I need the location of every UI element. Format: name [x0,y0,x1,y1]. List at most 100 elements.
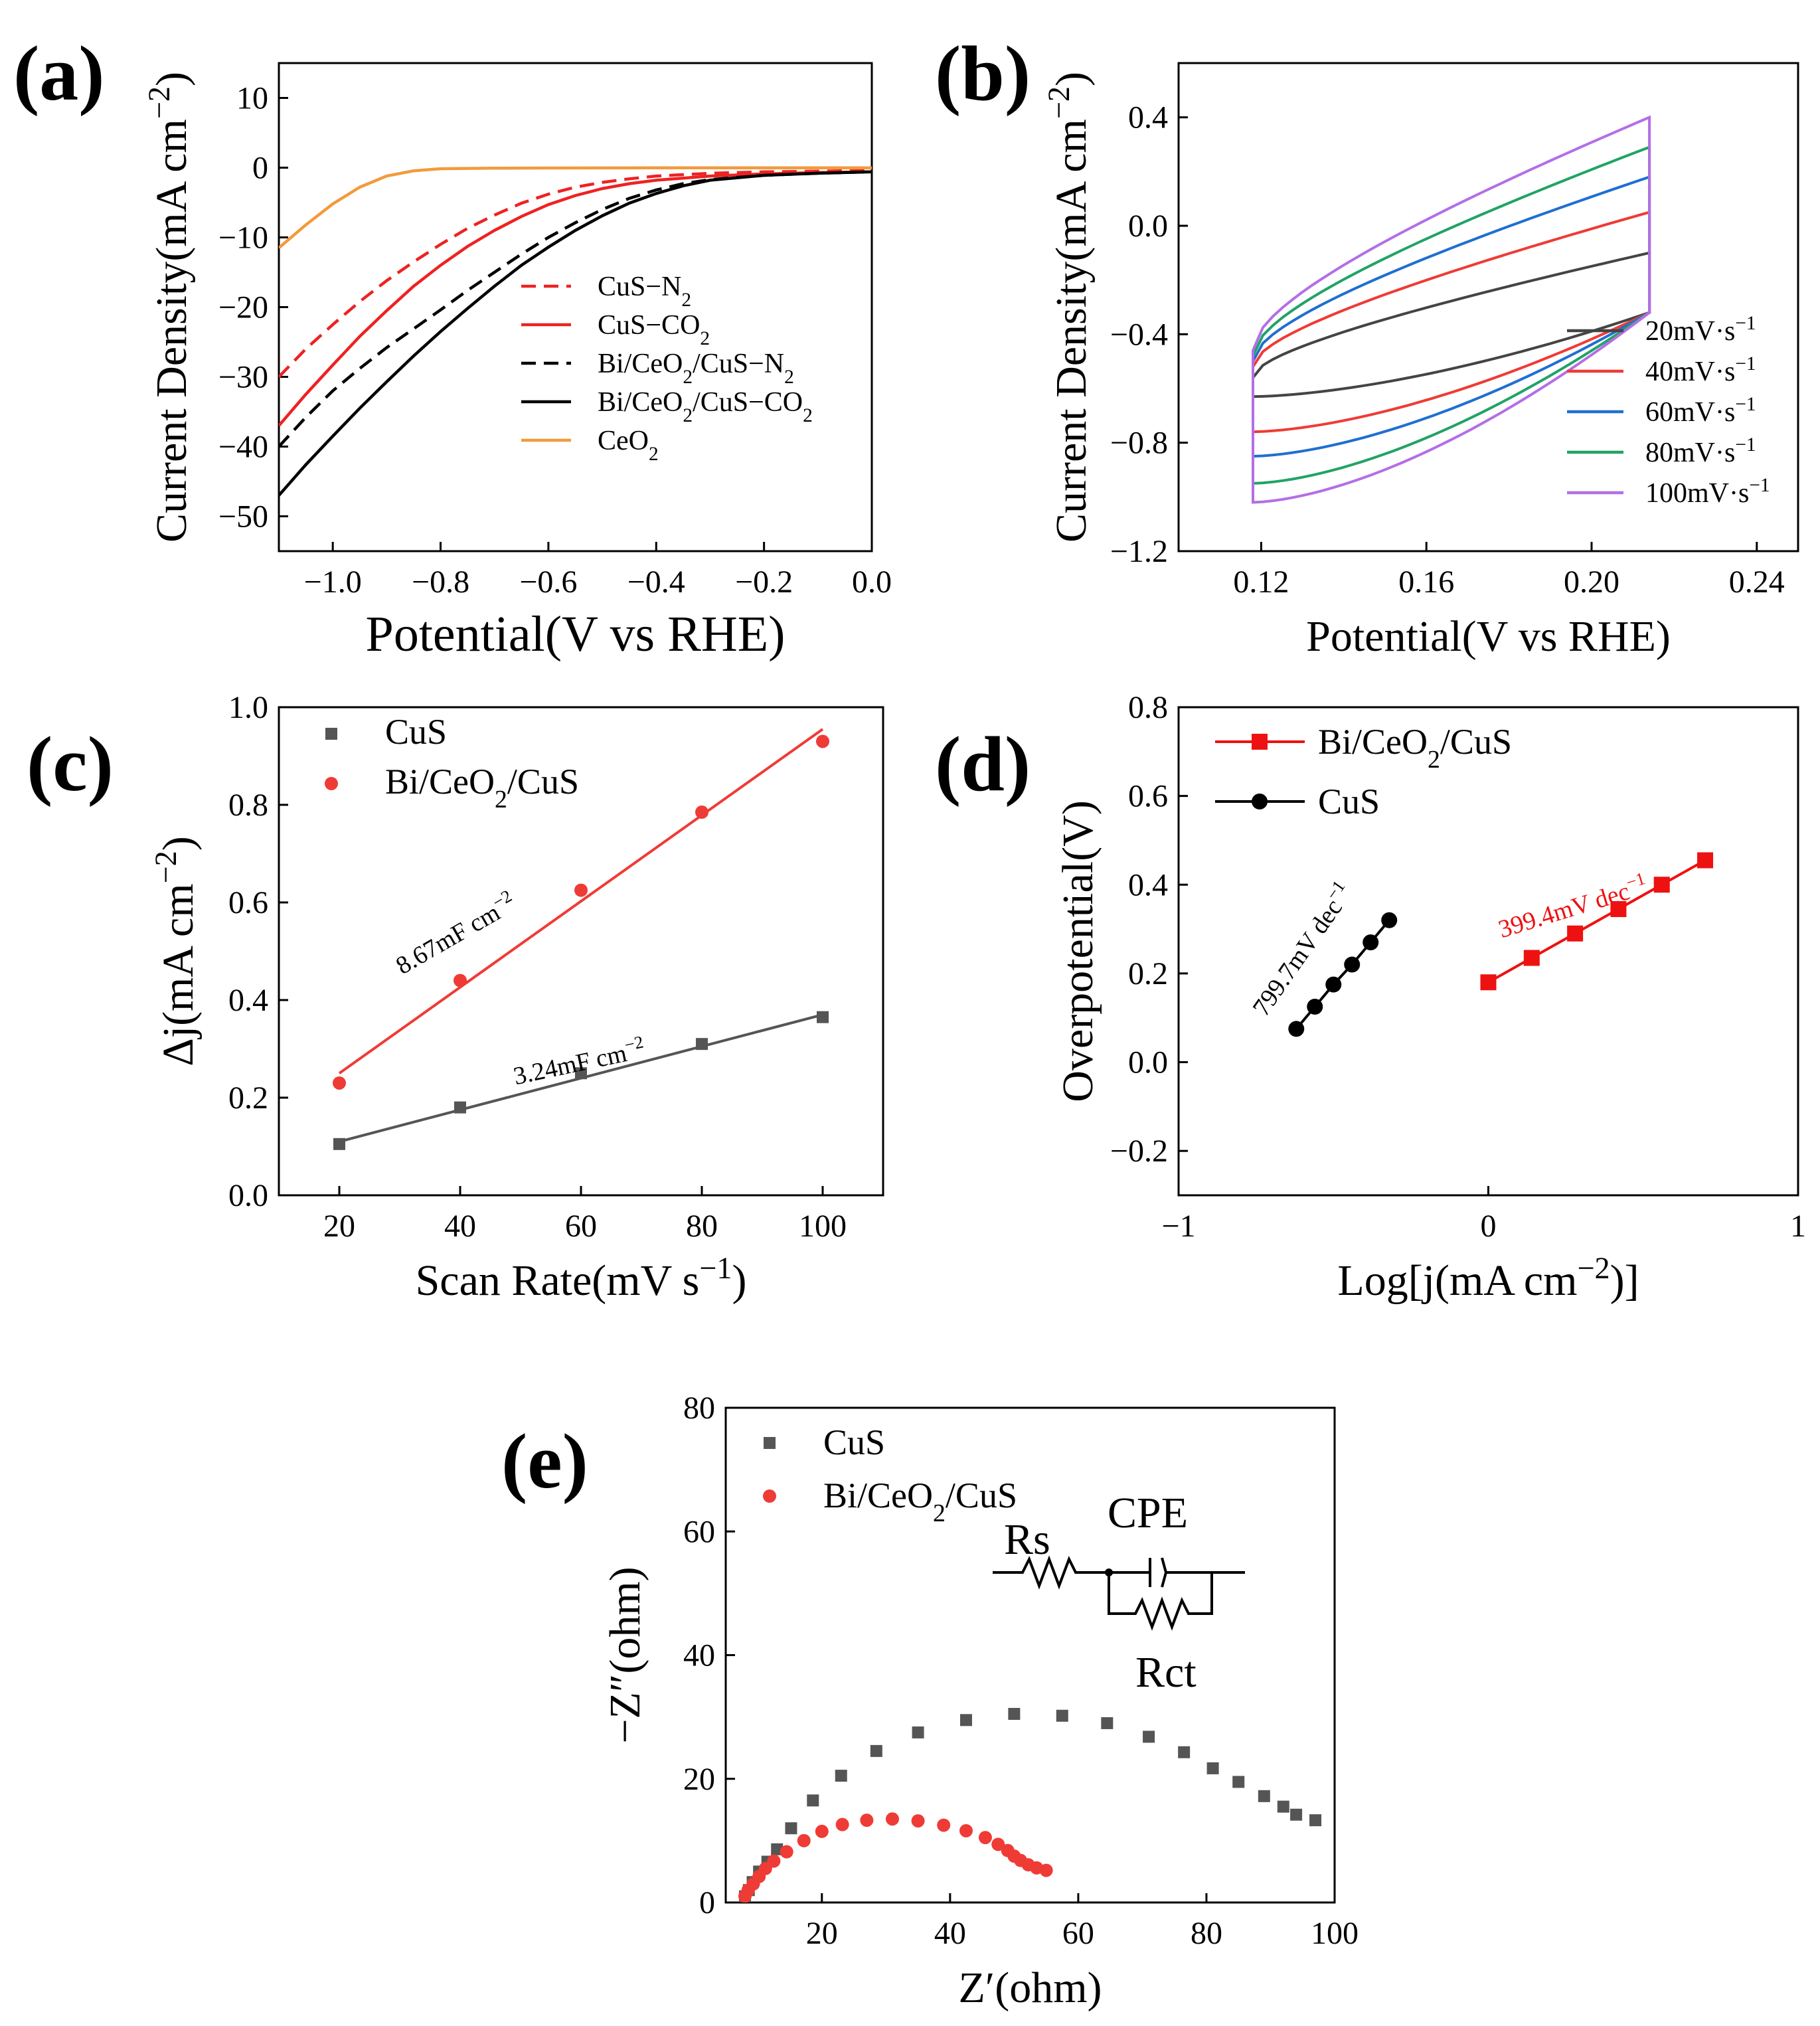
x-axis-title: Scan Rate(mV s−1) [416,1251,747,1306]
legend-label: CuS−N2 [598,272,691,311]
y-tick-label: −0.2 [1110,1134,1168,1169]
data-point [785,1822,797,1835]
y-tick-label: 0.4 [1128,867,1168,902]
data-point [816,734,829,748]
y-tick-label: −0.8 [1110,426,1168,461]
data-point [937,1818,951,1832]
data-point [1523,950,1540,966]
data-point [1325,976,1342,993]
panel-label-a: (a) [13,30,105,117]
x-tick-label: 100 [799,1209,847,1244]
slope-annotation: 3.24mF cm−2 [510,1031,647,1090]
series-line-0 [279,169,872,379]
y-tick-label: 0.0 [1128,209,1168,244]
plot-frame [1177,62,1799,552]
y-tick-label: 1.0 [228,690,268,725]
legend-label: Bi/CeO2/CuS [1318,722,1512,774]
series-line-3 [279,170,872,497]
x-tick-label: −0.4 [627,564,685,600]
data-point [1307,999,1323,1015]
data-point [911,1814,925,1828]
x-axis-title: Potential(V vs RHE) [366,606,786,662]
data-point [959,1714,972,1727]
x-tick-label: −0.2 [735,564,793,600]
panel-e: (e) 20 40 60 80 100 80 60 40 20 0 Z′(ohm) −Z″(ohm) Cu… [501,1391,1359,2012]
legend-label: CeO2 [598,426,659,465]
y-axis-title: −Z″(ohm) [601,1566,649,1743]
circuit-node [1105,1568,1113,1576]
data-point [1309,1814,1322,1827]
y-axis-title: Current Density(mA cm−2) [1042,72,1096,543]
fit-line-1 [338,728,824,1074]
legend-label: Bi/CeO2/CuS−N2 [598,349,794,388]
x-axis-title: Log[j(mA cm−2)] [1337,1251,1639,1306]
legend-marker [1252,734,1268,750]
plot-area [1288,852,1714,1037]
equivalent-circuit [993,1555,1245,1631]
data-point [870,1744,882,1757]
data-point [860,1814,874,1827]
plot-frame [1177,706,1799,1197]
x-tick-label: 0.16 [1398,564,1454,600]
x-tick-label: 1 [1790,1209,1806,1244]
y-tick-label: 20 [683,1762,715,1797]
data-point [695,805,708,819]
plot-frame [278,706,884,1197]
y-tick-label: 0.2 [228,1080,268,1116]
data-point [1381,912,1398,928]
x-tick-label: 20 [806,1916,838,1951]
y-tick-label: −1.2 [1110,534,1168,569]
data-point [797,1833,811,1847]
data-point [978,1831,992,1845]
x-axis-title: Z′(ohm) [958,1964,1102,2012]
slope-annotation: 8.67mF cm−2 [389,886,521,980]
y-tick-label: 0 [699,1885,715,1920]
y-tick-label: 0.0 [228,1178,268,1213]
x-tick-label: 80 [1191,1916,1222,1951]
panel-label-b: (b) [935,30,1031,117]
legend-marker [764,1437,776,1449]
cv-loop-1 [1252,210,1651,434]
x-tick-label: 100 [1311,1916,1359,1951]
data-point [1290,1808,1303,1821]
data-point [771,1843,784,1855]
plot-area [738,1707,1322,1902]
panel-d: (d) −1 0 1 0.8 0.6 0.4 0.2 0.0 −0.2 Log[j(mA cm−2)… [935,690,1806,1305]
legend-label: CuS−CO2 [598,310,710,349]
plot-area [1252,115,1651,504]
legend-label: 20mV·s−1 [1645,313,1756,347]
x-tick-label: 40 [934,1916,966,1951]
y-tick-label: 0 [252,151,268,186]
data-point [912,1726,924,1738]
y-tick-label: 0.6 [228,885,268,920]
data-point [454,973,467,987]
y-tick-label: −10 [218,220,268,256]
panel-b: (b) 0.12 0.16 0.20 0.24 0.4 0.0 −0.4 −0.8 −1.2 Pot… [935,30,1799,661]
y-tick-label: 60 [683,1514,715,1549]
data-point [1344,956,1361,973]
legend-label: Bi/CeO2/CuS [385,762,579,813]
x-tick-label: −0.6 [519,564,577,600]
x-tick-label: 80 [686,1209,718,1244]
cv-loop-4 [1252,115,1651,504]
data-point [835,1817,849,1831]
x-tick-label: −1.0 [304,564,362,600]
y-tick-label: 80 [683,1391,715,1426]
data-point [1363,934,1379,951]
data-point [1277,1800,1289,1813]
series-line-1 [279,170,872,427]
data-point [575,1067,587,1080]
y-tick-label: −40 [218,430,268,465]
x-tick-label: 40 [444,1209,476,1244]
data-point [817,1011,829,1023]
legend-label: 100mV·s−1 [1645,475,1770,509]
x-tick-label: 0 [1481,1209,1497,1244]
y-tick-label: 0.4 [1128,100,1168,135]
x-tick-label: −0.8 [412,564,469,600]
data-point [1480,974,1497,991]
data-point [991,1837,1005,1851]
tafel-slope-annotation: 799.7mV dec−1 [1244,877,1359,1021]
legend-label: 40mV·s−1 [1645,353,1756,387]
cv-loop-2 [1252,175,1651,458]
